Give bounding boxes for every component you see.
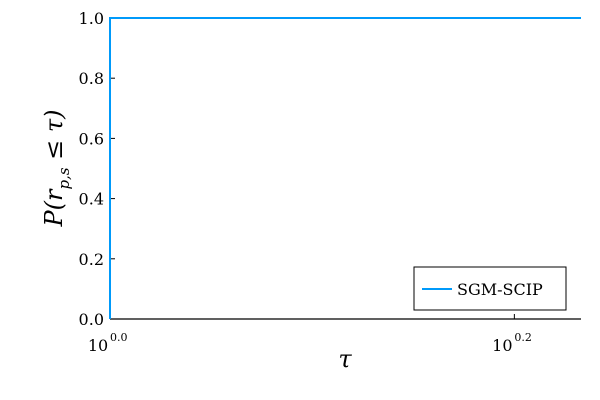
x-tick-exponent: 0.0 bbox=[110, 331, 128, 344]
y-tick-label: 0.6 bbox=[79, 129, 104, 148]
y-tick-label: 0.4 bbox=[79, 190, 104, 209]
y-tick-label: 0.2 bbox=[79, 250, 104, 269]
y-axis-label-main: P(r bbox=[40, 188, 68, 228]
x-tick-exponent: 0.2 bbox=[514, 331, 532, 344]
y-ticks: 0.0 0.2 0.4 0.6 0.8 1.0 bbox=[79, 9, 115, 329]
legend: SGM-SCIP bbox=[413, 266, 567, 311]
legend-label-sgm-scip: SGM-SCIP bbox=[457, 280, 543, 299]
y-tick-label: 1.0 bbox=[79, 9, 104, 28]
y-axis-label-sub: p,s bbox=[55, 167, 73, 189]
series-line-0 bbox=[109, 17, 581, 319]
series-layer bbox=[109, 17, 581, 319]
x-ticks: 10 0.0 10 0.2 bbox=[88, 314, 532, 355]
y-axis-label: P(rp,s ≤ τ) bbox=[40, 109, 73, 227]
x-tick-label: 10 bbox=[88, 336, 108, 355]
y-axis-label-rest: ≤ τ) bbox=[40, 109, 68, 167]
y-tick-label: 0.8 bbox=[79, 69, 104, 88]
x-axis-label: τ bbox=[338, 345, 352, 373]
x-tick-label: 10 bbox=[492, 336, 512, 355]
y-tick-label: 0.0 bbox=[79, 310, 104, 329]
